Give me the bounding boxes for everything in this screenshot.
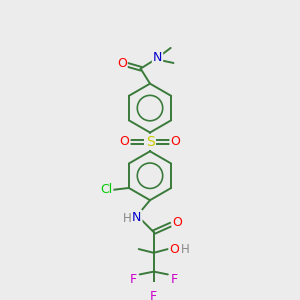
- Text: F: F: [130, 273, 136, 286]
- Text: F: F: [171, 273, 178, 286]
- Text: H: H: [180, 243, 189, 256]
- Text: Cl: Cl: [100, 183, 112, 196]
- Text: O: O: [170, 135, 180, 148]
- Text: S: S: [146, 135, 154, 149]
- Text: H: H: [123, 212, 132, 226]
- Text: N: N: [153, 51, 162, 64]
- Text: F: F: [150, 290, 157, 300]
- Text: O: O: [117, 57, 127, 70]
- Text: O: O: [172, 216, 182, 229]
- Text: O: O: [120, 135, 130, 148]
- Text: O: O: [169, 243, 179, 256]
- Text: N: N: [132, 211, 142, 224]
